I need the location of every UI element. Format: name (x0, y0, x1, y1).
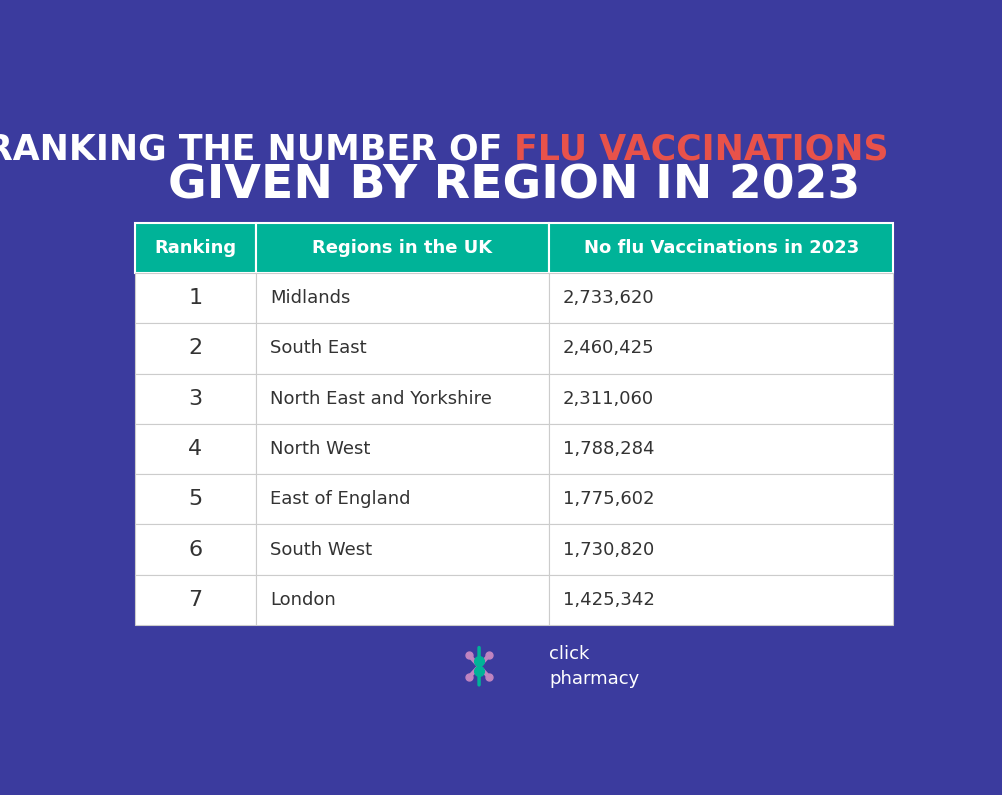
FancyBboxPatch shape (134, 223, 256, 273)
Text: FLU VACCINATIONS: FLU VACCINATIONS (513, 132, 888, 166)
FancyBboxPatch shape (548, 575, 893, 625)
Text: North East and Yorkshire: North East and Yorkshire (270, 390, 491, 408)
Text: 1,775,602: 1,775,602 (562, 491, 654, 508)
FancyBboxPatch shape (134, 474, 256, 525)
FancyBboxPatch shape (548, 525, 893, 575)
Text: 2,460,425: 2,460,425 (562, 339, 654, 358)
Text: 5: 5 (188, 489, 202, 510)
Text: 1,788,284: 1,788,284 (562, 440, 654, 458)
Text: 1: 1 (188, 288, 202, 308)
FancyBboxPatch shape (256, 273, 548, 324)
FancyBboxPatch shape (134, 324, 256, 374)
FancyBboxPatch shape (256, 223, 548, 273)
Text: GIVEN BY REGION IN 2023: GIVEN BY REGION IN 2023 (167, 164, 860, 208)
Text: Midlands: Midlands (270, 289, 350, 307)
FancyBboxPatch shape (256, 424, 548, 474)
FancyBboxPatch shape (548, 424, 893, 474)
Text: 6: 6 (188, 540, 202, 560)
FancyBboxPatch shape (125, 625, 902, 708)
FancyBboxPatch shape (548, 223, 893, 273)
FancyBboxPatch shape (256, 575, 548, 625)
Text: 3: 3 (188, 389, 202, 409)
Text: Ranking: Ranking (154, 238, 236, 257)
Text: South West: South West (270, 541, 372, 559)
FancyBboxPatch shape (256, 374, 548, 424)
FancyBboxPatch shape (256, 525, 548, 575)
Text: East of England: East of England (270, 491, 410, 508)
FancyBboxPatch shape (548, 324, 893, 374)
FancyBboxPatch shape (134, 223, 893, 625)
FancyBboxPatch shape (256, 324, 548, 374)
FancyBboxPatch shape (548, 374, 893, 424)
FancyBboxPatch shape (548, 273, 893, 324)
FancyBboxPatch shape (134, 424, 256, 474)
FancyBboxPatch shape (134, 525, 256, 575)
FancyBboxPatch shape (134, 575, 256, 625)
Text: 2,733,620: 2,733,620 (562, 289, 654, 307)
Text: click
pharmacy: click pharmacy (548, 645, 638, 688)
FancyBboxPatch shape (256, 474, 548, 525)
FancyBboxPatch shape (134, 374, 256, 424)
Text: Regions in the UK: Regions in the UK (312, 238, 492, 257)
Text: 1,730,820: 1,730,820 (562, 541, 653, 559)
Text: North West: North West (270, 440, 370, 458)
Text: 2: 2 (188, 339, 202, 359)
Text: RANKING THE NUMBER OF: RANKING THE NUMBER OF (0, 132, 513, 166)
Text: 7: 7 (188, 590, 202, 610)
Text: 4: 4 (188, 439, 202, 459)
Text: London: London (270, 591, 336, 609)
Text: No flu Vaccinations in 2023: No flu Vaccinations in 2023 (583, 238, 858, 257)
Text: 2,311,060: 2,311,060 (562, 390, 653, 408)
Text: South East: South East (270, 339, 366, 358)
FancyBboxPatch shape (548, 474, 893, 525)
FancyBboxPatch shape (134, 273, 256, 324)
Text: 1,425,342: 1,425,342 (562, 591, 654, 609)
